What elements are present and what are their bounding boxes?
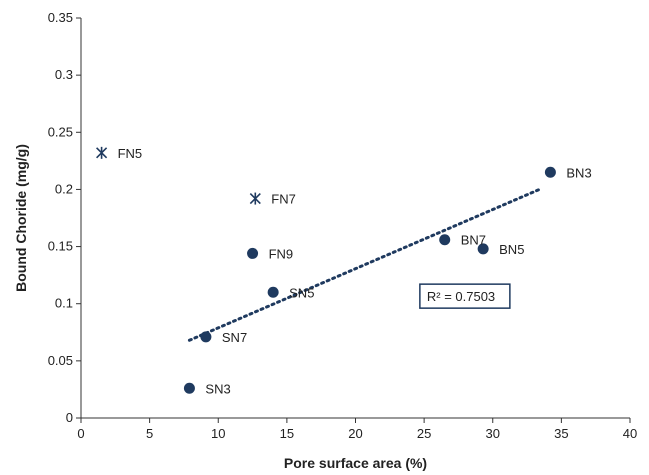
y-tick-label: 0.35 xyxy=(48,10,73,25)
point-label-fn5: FN5 xyxy=(118,146,143,161)
y-tick-label: 0 xyxy=(66,410,73,425)
r-squared-annotation: R² = 0.7503 xyxy=(419,283,511,309)
trendline-group xyxy=(187,187,541,342)
data-point-fn7 xyxy=(249,192,261,205)
y-tick-label: 0.15 xyxy=(48,239,73,254)
x-tick-label: 10 xyxy=(211,426,225,441)
y-tick-label: 0.2 xyxy=(55,181,73,196)
r-squared-text: R² = 0.7503 xyxy=(427,289,495,304)
x-tick-label: 15 xyxy=(280,426,294,441)
data-points xyxy=(96,146,556,394)
x-tick-label: 5 xyxy=(146,426,153,441)
data-point-bn7 xyxy=(439,234,451,246)
point-label-fn9: FN9 xyxy=(269,246,294,261)
y-tick-label: 0.1 xyxy=(55,296,73,311)
y-axis-title: Bound Choride (mg/g) xyxy=(13,144,29,292)
x-tick-label: 25 xyxy=(417,426,431,441)
x-tick-label: 35 xyxy=(554,426,568,441)
trendline xyxy=(187,187,541,342)
x-tick-label: 0 xyxy=(77,426,84,441)
x-tick-label: 40 xyxy=(623,426,637,441)
point-label-fn7: FN7 xyxy=(271,192,296,207)
data-point-fn5 xyxy=(96,146,108,159)
data-point-fn9 xyxy=(247,247,259,259)
point-label-bn7: BN7 xyxy=(461,233,486,248)
y-tick-label: 0.25 xyxy=(48,124,73,139)
point-label-bn5: BN5 xyxy=(499,242,524,257)
data-point-bn3 xyxy=(544,166,556,178)
point-label-sn3: SN3 xyxy=(205,381,230,396)
data-point-sn5 xyxy=(267,286,279,298)
data-point-sn7 xyxy=(200,331,212,343)
point-label-bn3: BN3 xyxy=(566,165,591,180)
axes: 0 0.05 0.1 0.15 0.2 0.25 0.3 0.35 0 5 10 15 20 25 30 35… xyxy=(13,10,637,471)
x-tick-label: 30 xyxy=(486,426,500,441)
x-tick-label: 20 xyxy=(348,426,362,441)
data-point-bn5 xyxy=(477,243,489,255)
y-tick-label: 0.05 xyxy=(48,353,73,368)
data-point-sn3 xyxy=(183,382,195,394)
point-labels: FN5 FN7 FN9 SN3 SN7 SN5 BN7 BN5 BN3 xyxy=(118,146,592,396)
y-tick-label: 0.3 xyxy=(55,67,73,82)
r-squared-box xyxy=(419,283,511,309)
point-label-sn7: SN7 xyxy=(222,330,247,345)
point-label-sn5: SN5 xyxy=(289,285,314,300)
x-axis-title: Pore surface area (%) xyxy=(284,455,427,471)
